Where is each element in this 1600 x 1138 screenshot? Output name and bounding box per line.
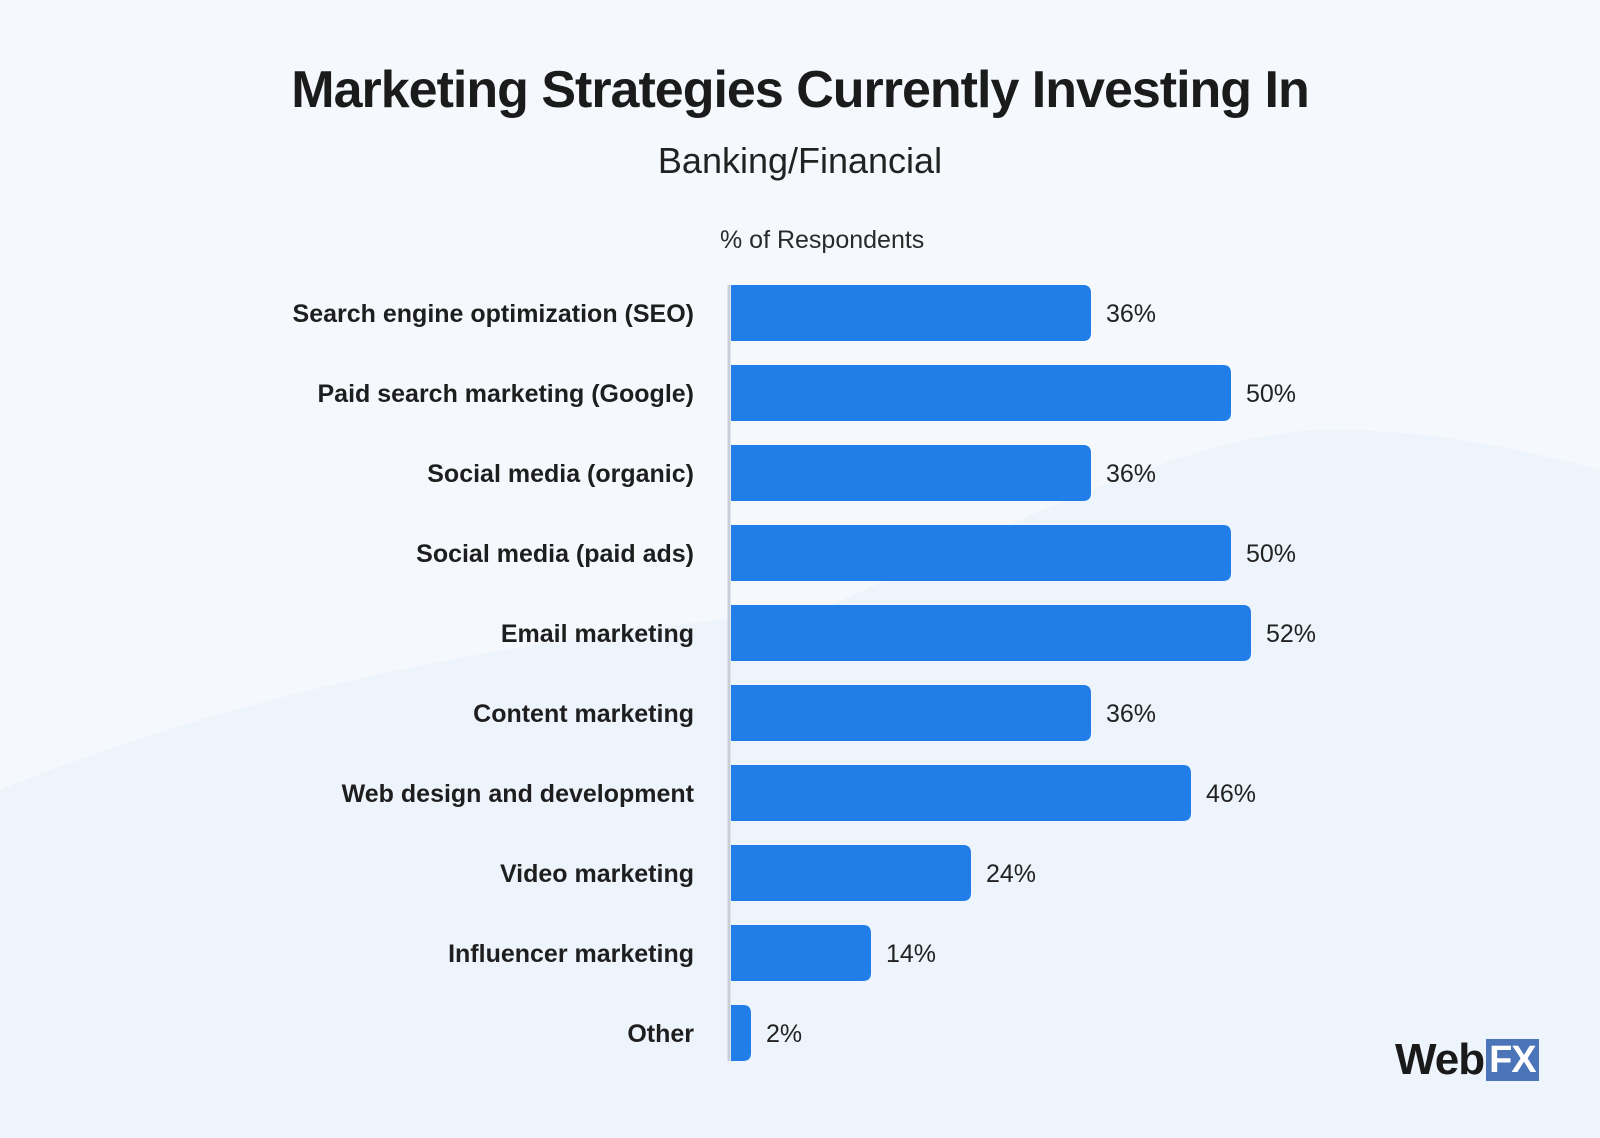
category-label: Email marketing: [501, 620, 694, 648]
value-label: 14%: [886, 940, 936, 968]
bar: [731, 525, 1231, 581]
category-label: Other: [627, 1020, 694, 1048]
value-label: 24%: [986, 860, 1036, 888]
bar: [731, 445, 1091, 501]
value-label: 50%: [1246, 380, 1296, 408]
bar: [731, 605, 1251, 661]
bar: [731, 925, 871, 981]
bar: [731, 685, 1091, 741]
value-label: 36%: [1106, 700, 1156, 728]
category-label: Social media (paid ads): [416, 540, 694, 568]
logo-fx-box: FX: [1486, 1039, 1539, 1081]
category-label: Content marketing: [473, 700, 694, 728]
value-label: 52%: [1266, 620, 1316, 648]
bars-layer: Search engine optimization (SEO) 36% Paid …: [293, 285, 1316, 1061]
logo-wordmark: Web: [1395, 1035, 1485, 1084]
category-label: Web design and development: [342, 780, 695, 808]
value-label: 2%: [766, 1020, 802, 1048]
bar: [731, 1005, 751, 1061]
category-label: Social media (organic): [427, 460, 694, 488]
axis-label: % of Respondents: [720, 226, 925, 254]
bar: [731, 285, 1091, 341]
chart-subtitle: Banking/Financial: [657, 140, 943, 181]
value-label: 36%: [1106, 300, 1156, 328]
category-label: Influencer marketing: [448, 940, 694, 968]
value-label: 50%: [1246, 540, 1296, 568]
category-label: Paid search marketing (Google): [318, 380, 695, 408]
webfx-logo: Web FX: [1395, 1038, 1539, 1082]
bar: [731, 845, 971, 901]
bar: [731, 765, 1191, 821]
value-label: 36%: [1106, 460, 1156, 488]
category-label: Video marketing: [500, 860, 694, 888]
bar: [731, 365, 1231, 421]
category-label: Search engine optimization (SEO): [293, 300, 694, 328]
chart-title: Marketing Strategies Currently Investing…: [291, 61, 1309, 119]
value-label: 46%: [1206, 780, 1256, 808]
